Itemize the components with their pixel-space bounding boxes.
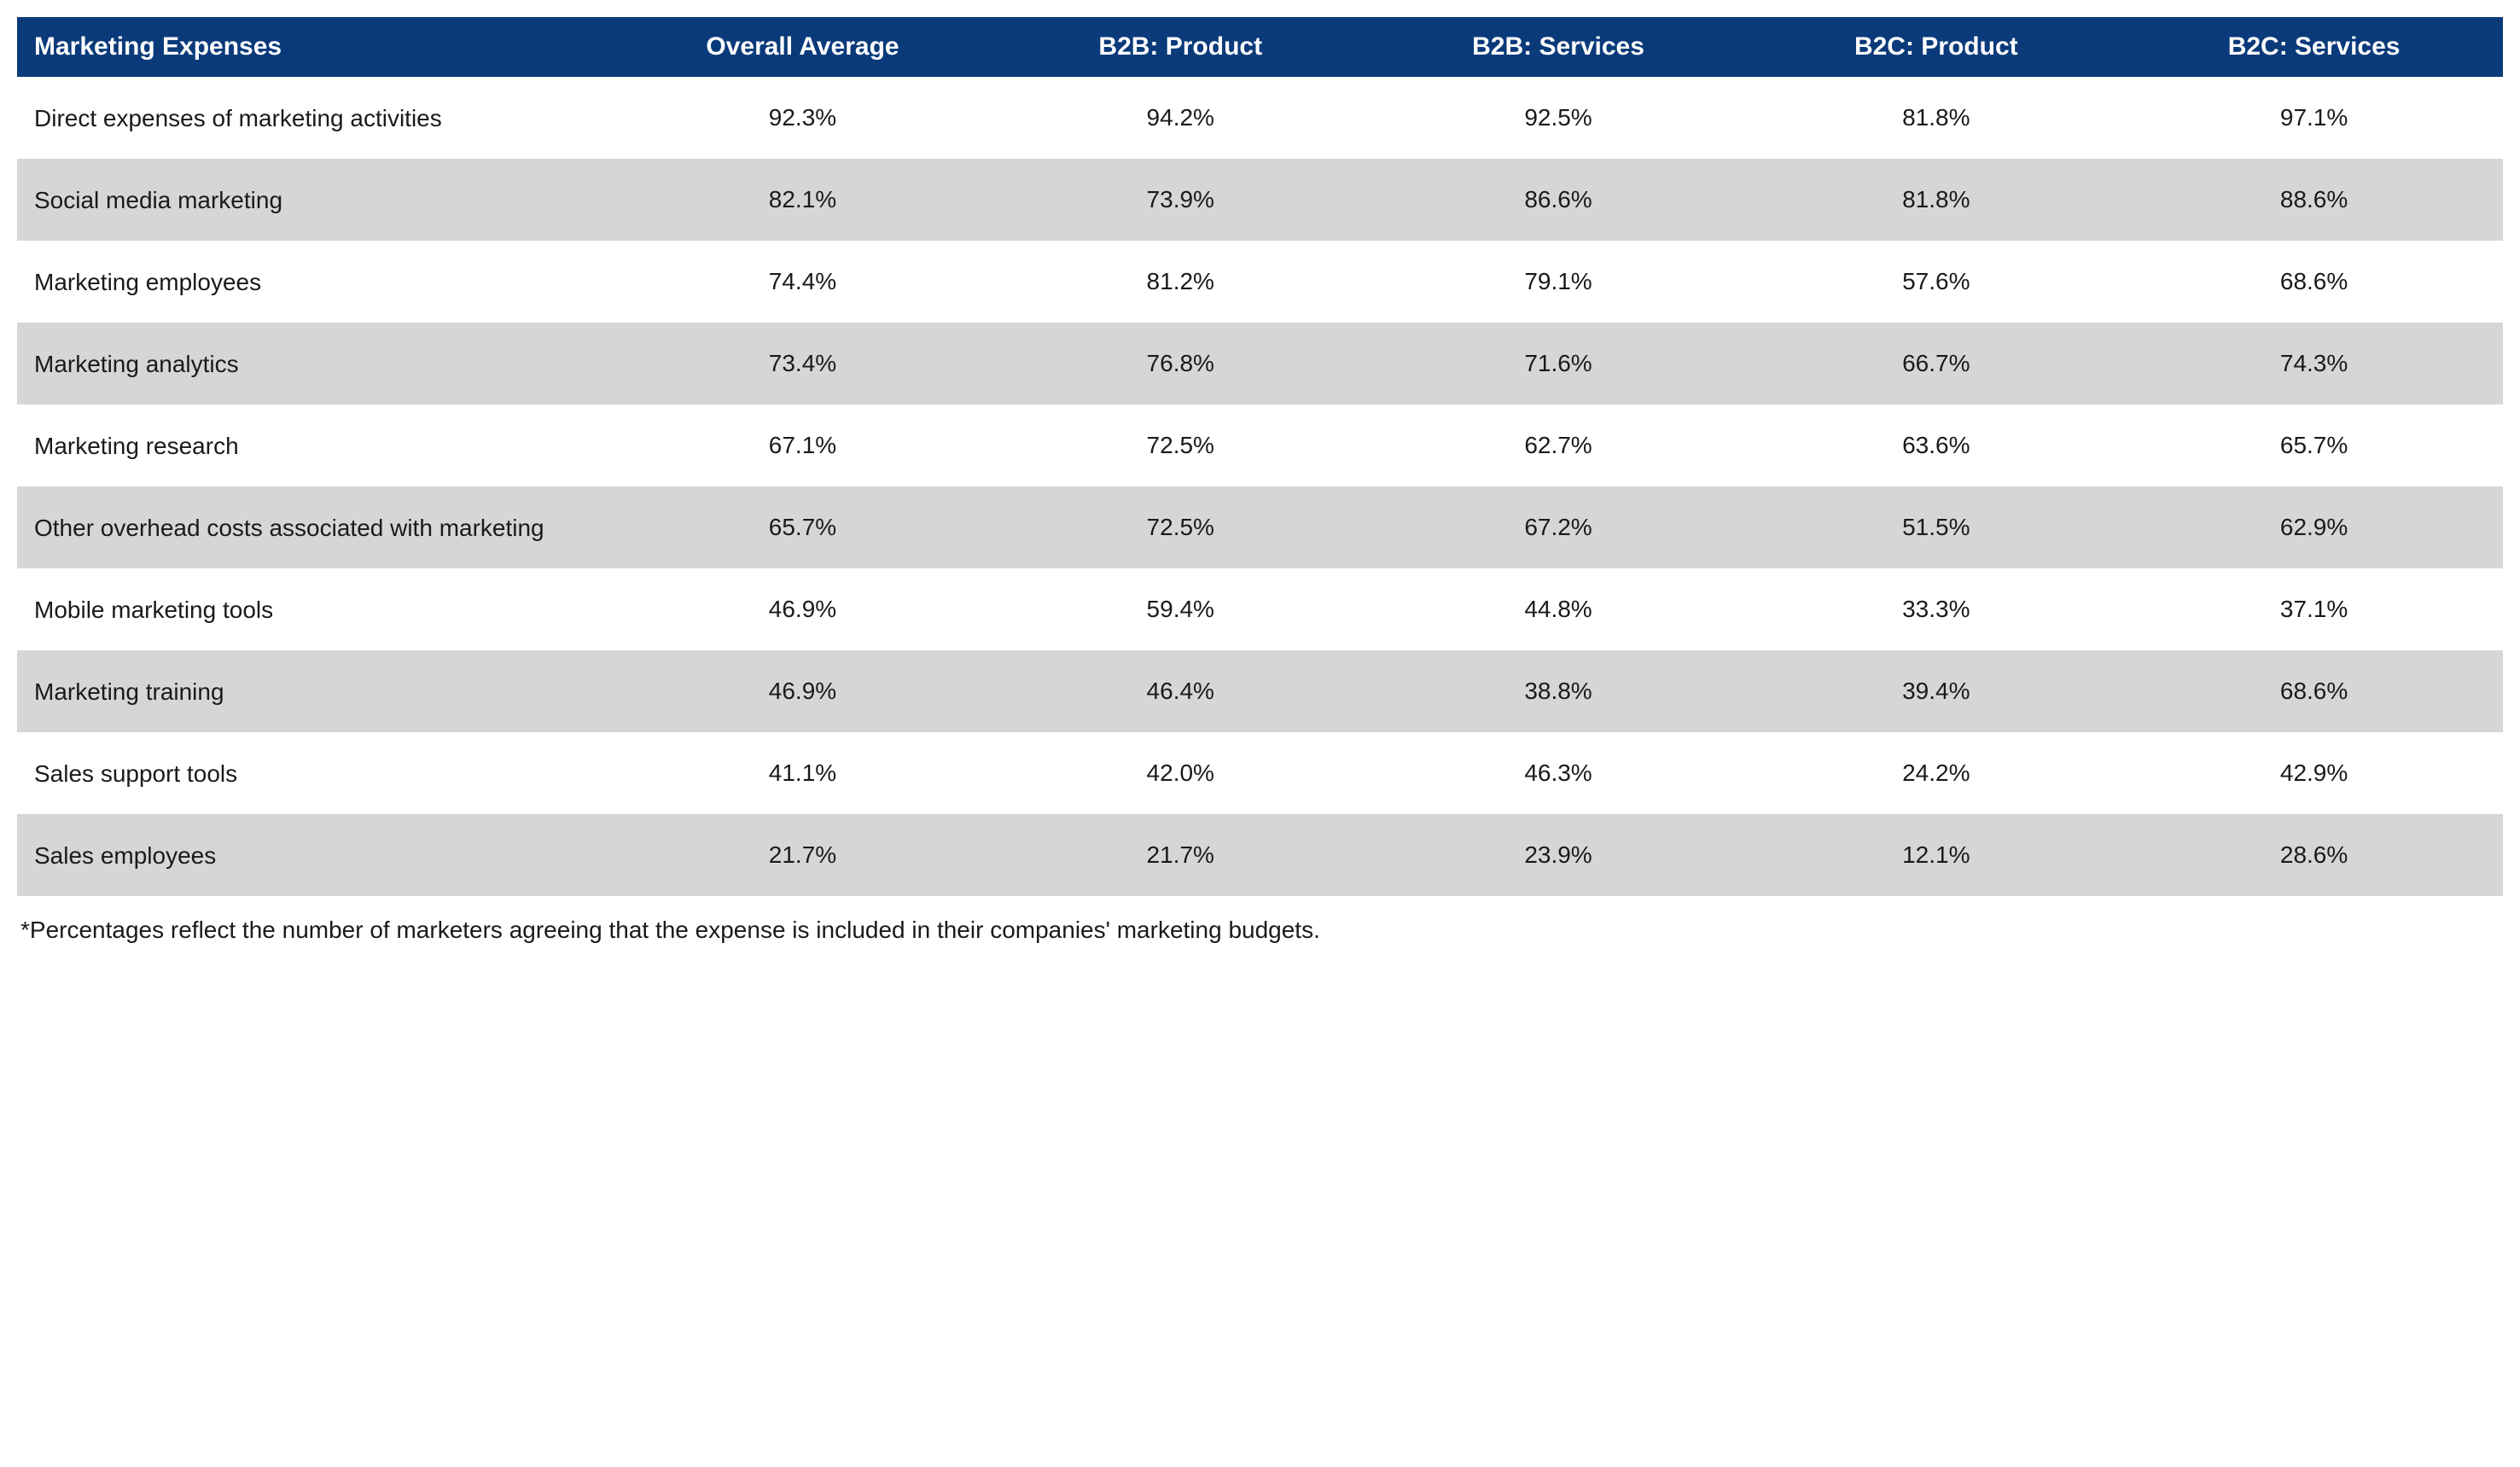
cell-value: 37.1%	[2125, 568, 2503, 650]
cell-value: 86.6%	[1370, 159, 1748, 241]
cell-value: 81.2%	[992, 241, 1370, 323]
cell-value: 23.9%	[1370, 814, 1748, 896]
cell-value: 82.1%	[614, 159, 992, 241]
col-header-b2b-services: B2B: Services	[1370, 17, 1748, 77]
table-row: Sales employees 21.7% 21.7% 23.9% 12.1% …	[17, 814, 2503, 896]
table-header: Marketing Expenses Overall Average B2B: …	[17, 17, 2503, 77]
cell-value: 68.6%	[2125, 241, 2503, 323]
cell-value: 28.6%	[2125, 814, 2503, 896]
marketing-expenses-table-wrap: Marketing Expenses Overall Average B2B: …	[17, 17, 2503, 951]
cell-value: 73.9%	[992, 159, 1370, 241]
table-row: Mobile marketing tools 46.9% 59.4% 44.8%…	[17, 568, 2503, 650]
table-header-row: Marketing Expenses Overall Average B2B: …	[17, 17, 2503, 77]
table-row: Social media marketing 82.1% 73.9% 86.6%…	[17, 159, 2503, 241]
cell-value: 12.1%	[1747, 814, 2125, 896]
table-row: Other overhead costs associated with mar…	[17, 486, 2503, 568]
cell-value: 41.1%	[614, 732, 992, 814]
row-label: Social media marketing	[17, 159, 614, 241]
col-header-overall-average: Overall Average	[614, 17, 992, 77]
table-row: Sales support tools 41.1% 42.0% 46.3% 24…	[17, 732, 2503, 814]
col-header-expenses: Marketing Expenses	[17, 17, 614, 77]
row-label: Direct expenses of marketing activities	[17, 77, 614, 159]
cell-value: 46.4%	[992, 650, 1370, 732]
cell-value: 63.6%	[1747, 405, 2125, 486]
cell-value: 57.6%	[1747, 241, 2125, 323]
row-label: Sales employees	[17, 814, 614, 896]
table-row: Marketing training 46.9% 46.4% 38.8% 39.…	[17, 650, 2503, 732]
cell-value: 46.9%	[614, 568, 992, 650]
cell-value: 72.5%	[992, 486, 1370, 568]
cell-value: 42.0%	[992, 732, 1370, 814]
cell-value: 79.1%	[1370, 241, 1748, 323]
row-label: Marketing research	[17, 405, 614, 486]
cell-value: 97.1%	[2125, 77, 2503, 159]
cell-value: 46.3%	[1370, 732, 1748, 814]
cell-value: 68.6%	[2125, 650, 2503, 732]
cell-value: 59.4%	[992, 568, 1370, 650]
cell-value: 71.6%	[1370, 323, 1748, 405]
cell-value: 76.8%	[992, 323, 1370, 405]
cell-value: 72.5%	[992, 405, 1370, 486]
cell-value: 46.9%	[614, 650, 992, 732]
cell-value: 66.7%	[1747, 323, 2125, 405]
table-row: Marketing employees 74.4% 81.2% 79.1% 57…	[17, 241, 2503, 323]
cell-value: 92.3%	[614, 77, 992, 159]
col-header-b2c-product: B2C: Product	[1747, 17, 2125, 77]
table-row: Marketing analytics 73.4% 76.8% 71.6% 66…	[17, 323, 2503, 405]
cell-value: 51.5%	[1747, 486, 2125, 568]
cell-value: 21.7%	[614, 814, 992, 896]
cell-value: 21.7%	[992, 814, 1370, 896]
cell-value: 74.4%	[614, 241, 992, 323]
row-label: Other overhead costs associated with mar…	[17, 486, 614, 568]
row-label: Sales support tools	[17, 732, 614, 814]
table-body: Direct expenses of marketing activities …	[17, 77, 2503, 896]
cell-value: 81.8%	[1747, 159, 2125, 241]
table-row: Marketing research 67.1% 72.5% 62.7% 63.…	[17, 405, 2503, 486]
cell-value: 24.2%	[1747, 732, 2125, 814]
row-label: Marketing analytics	[17, 323, 614, 405]
cell-value: 81.8%	[1747, 77, 2125, 159]
row-label: Marketing training	[17, 650, 614, 732]
cell-value: 92.5%	[1370, 77, 1748, 159]
cell-value: 44.8%	[1370, 568, 1748, 650]
col-header-b2b-product: B2B: Product	[992, 17, 1370, 77]
cell-value: 62.7%	[1370, 405, 1748, 486]
cell-value: 88.6%	[2125, 159, 2503, 241]
cell-value: 38.8%	[1370, 650, 1748, 732]
cell-value: 33.3%	[1747, 568, 2125, 650]
cell-value: 62.9%	[2125, 486, 2503, 568]
col-header-b2c-services: B2C: Services	[2125, 17, 2503, 77]
table-row: Direct expenses of marketing activities …	[17, 77, 2503, 159]
cell-value: 67.1%	[614, 405, 992, 486]
cell-value: 74.3%	[2125, 323, 2503, 405]
cell-value: 65.7%	[2125, 405, 2503, 486]
table-footnote: *Percentages reflect the number of marke…	[17, 896, 2503, 951]
cell-value: 67.2%	[1370, 486, 1748, 568]
cell-value: 42.9%	[2125, 732, 2503, 814]
cell-value: 94.2%	[992, 77, 1370, 159]
cell-value: 73.4%	[614, 323, 992, 405]
row-label: Mobile marketing tools	[17, 568, 614, 650]
row-label: Marketing employees	[17, 241, 614, 323]
cell-value: 65.7%	[614, 486, 992, 568]
marketing-expenses-table: Marketing Expenses Overall Average B2B: …	[17, 17, 2503, 896]
cell-value: 39.4%	[1747, 650, 2125, 732]
